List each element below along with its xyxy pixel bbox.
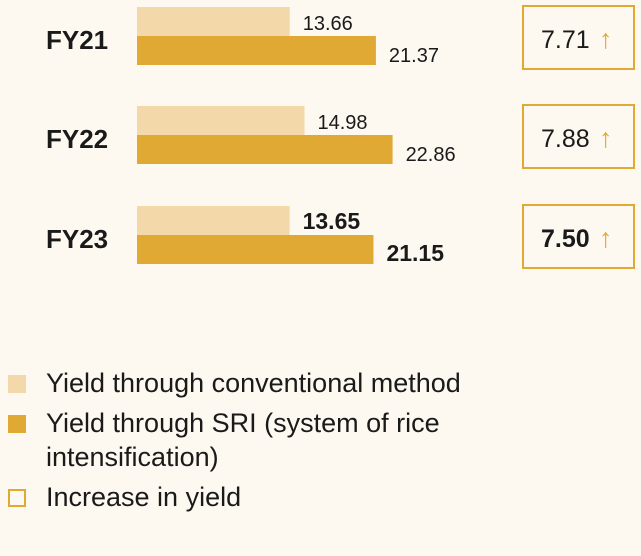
legend-swatch-conventional: [8, 375, 26, 393]
legend-label-increase: Increase in yield: [46, 482, 242, 512]
value-label-sri-fy22: 22.86: [406, 144, 456, 166]
value-label-sri-fy23: 21.15: [386, 240, 444, 266]
value-label-conventional-fy23: 13.65: [303, 208, 361, 234]
arrow-up-icon: ↑: [599, 123, 613, 153]
increase-value-fy21: 7.71: [541, 26, 590, 54]
increase-box-fy21: [522, 5, 635, 70]
increase-value-fy22: 7.88: [541, 125, 590, 153]
increase-box-fy22: [522, 104, 635, 169]
arrow-up-icon: ↑: [599, 24, 613, 54]
chart-legend: Yield through conventional method Yield …: [8, 366, 566, 520]
bar-conventional-fy21: [137, 7, 290, 36]
bar-conventional-fy22: [137, 106, 305, 135]
legend-item-conventional: Yield through conventional method: [8, 366, 566, 400]
increase-box-fy23: [522, 204, 635, 269]
value-label-conventional-fy22: 14.98: [317, 112, 367, 134]
category-label-fy21: FY21: [46, 25, 108, 55]
arrow-up-icon: ↑: [599, 223, 613, 253]
category-label-fy22: FY22: [46, 124, 108, 154]
legend-item-sri: Yield through SRI (system of rice intens…: [8, 406, 566, 474]
legend-label-conventional: Yield through conventional method: [46, 368, 461, 398]
category-label-fy23: FY23: [46, 224, 108, 254]
legend-swatch-increase: [8, 489, 26, 507]
bar-sri-fy22: [137, 135, 393, 164]
bar-sri-fy23: [137, 235, 374, 264]
bar-conventional-fy23: [137, 206, 290, 235]
legend-label-sri: Yield through SRI (system of rice intens…: [46, 408, 440, 472]
value-label-conventional-fy21: 13.66: [303, 13, 353, 35]
legend-swatch-sri: [8, 415, 26, 433]
bar-sri-fy21: [137, 36, 376, 65]
increase-value-fy23: 7.50: [541, 225, 590, 253]
yield-bar-chart: FY21 13.66 21.37 7.71 ↑ FY22 14.98 22.86 7.88 ↑ FY…: [46, 5, 635, 269]
value-label-sri-fy21: 21.37: [389, 45, 439, 67]
legend-item-increase: Increase in yield: [8, 480, 566, 514]
